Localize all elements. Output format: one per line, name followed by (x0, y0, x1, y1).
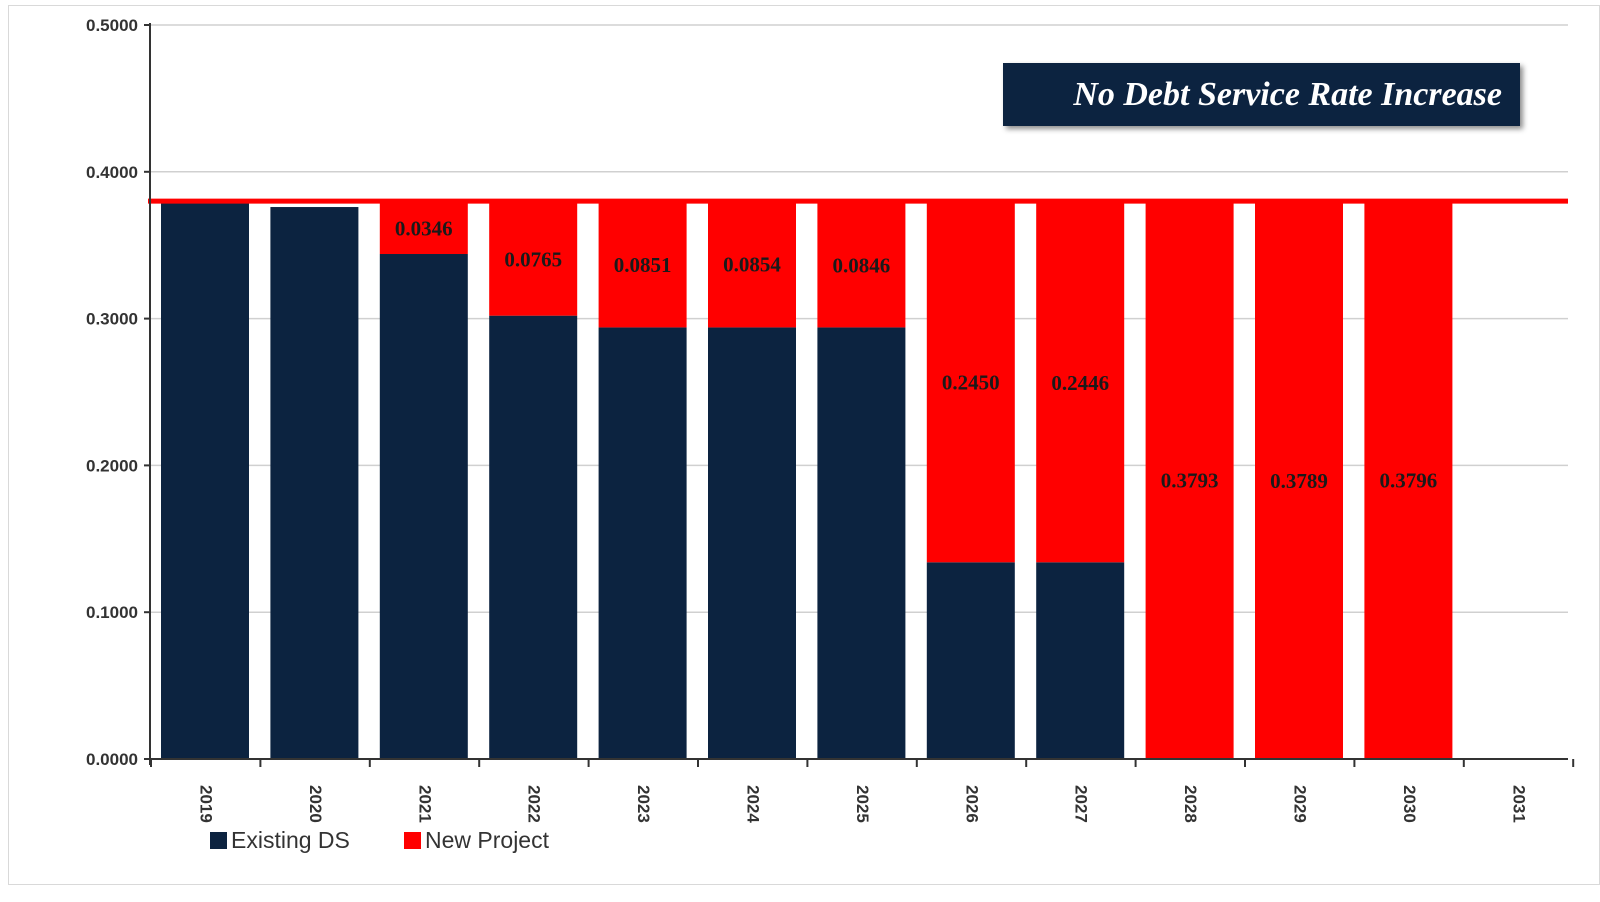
y-tick-label: 0.1000 (86, 603, 138, 622)
x-tick-label-2020: 2020 (306, 785, 325, 823)
data-label-2027: 0.2446 (1051, 371, 1109, 395)
bar-existing-ds-2021 (379, 254, 468, 759)
bar-existing-ds-2019 (161, 201, 249, 759)
bar-new-project-2030 (1364, 201, 1453, 759)
x-tick-label-2022: 2022 (525, 785, 544, 823)
legend-swatch-new-project (404, 832, 421, 849)
bar-new-project-2021 (379, 203, 468, 255)
x-tick-label-2023: 2023 (634, 785, 653, 823)
data-label-2030: 0.3796 (1380, 468, 1438, 492)
y-tick-label: 0.2000 (86, 456, 138, 475)
y-tick-label: 0.4000 (86, 163, 138, 182)
data-label-2023: 0.0851 (614, 253, 672, 277)
y-tick-label: 0.5000 (86, 16, 138, 35)
data-label-2029: 0.3789 (1270, 469, 1328, 493)
legend-label-existing-ds: Existing DS (231, 827, 350, 853)
bar-existing-ds-2024 (708, 327, 796, 759)
chart-title: No Debt Service Rate Increase (1073, 75, 1502, 113)
bar-new-project-2028 (1145, 202, 1234, 759)
bar-new-project-2027 (1036, 203, 1125, 563)
bar-existing-ds-2023 (598, 327, 687, 759)
bar-new-project-2022 (489, 203, 578, 316)
y-tick-label: 0.3000 (86, 310, 138, 329)
bar-new-project-2026 (926, 202, 1015, 563)
bar-new-project-2023 (598, 202, 687, 328)
x-tick-label-2025: 2025 (853, 785, 872, 823)
x-tick-label-2021: 2021 (415, 785, 434, 823)
x-tick-label-2027: 2027 (1072, 785, 1091, 823)
x-tick-label-2019: 2019 (197, 785, 216, 823)
y-tick-label: 0.0000 (86, 750, 138, 769)
bar-existing-ds-2025 (817, 327, 906, 759)
data-label-2025: 0.0846 (833, 253, 891, 277)
x-tick-label-2024: 2024 (744, 785, 763, 823)
bar-new-project-2024 (708, 202, 796, 328)
data-label-2022: 0.0765 (504, 248, 562, 272)
data-label-2026: 0.2450 (942, 370, 1000, 394)
bar-existing-ds-2022 (489, 315, 578, 759)
x-tick-label-2030: 2030 (1400, 785, 1419, 823)
bar-new-project-2029 (1255, 202, 1343, 760)
bar-existing-ds-2027 (1036, 562, 1125, 759)
x-tick-label-2031: 2031 (1509, 785, 1528, 823)
legend-swatch-existing-ds (210, 832, 227, 849)
data-label-2021: 0.0346 (395, 217, 453, 241)
bar-existing-ds-2026 (926, 562, 1015, 759)
bar-existing-ds-2020 (270, 207, 359, 760)
x-tick-label-2028: 2028 (1181, 785, 1200, 823)
legend-label-new-project: New Project (425, 827, 550, 853)
x-tick-label-2029: 2029 (1291, 785, 1310, 823)
chart-title-box: No Debt Service Rate Increase (1003, 63, 1520, 126)
data-label-2024: 0.0854 (723, 253, 781, 277)
data-label-2028: 0.3793 (1161, 469, 1219, 493)
bar-new-project-2025 (817, 203, 906, 328)
x-tick-label-2026: 2026 (962, 785, 981, 823)
